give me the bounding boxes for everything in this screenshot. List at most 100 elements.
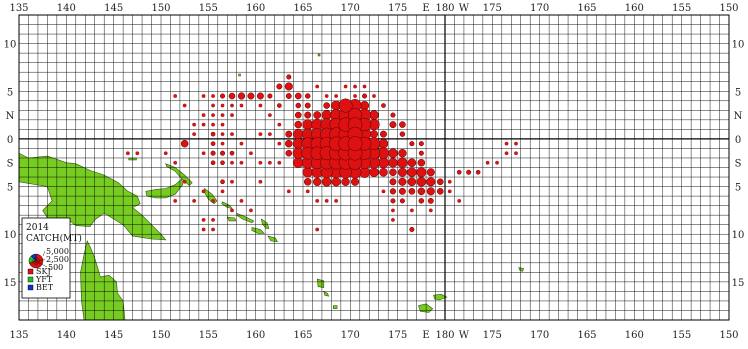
catch-bubble bbox=[369, 167, 379, 178]
catch-bubble bbox=[220, 103, 225, 108]
catch-bubble bbox=[277, 122, 282, 127]
catch-bubble bbox=[293, 128, 304, 140]
catch-bubble bbox=[201, 227, 206, 232]
catch-bubble bbox=[343, 84, 348, 89]
catch-bubble bbox=[230, 113, 234, 117]
bottom-lon-label: 155 bbox=[199, 330, 218, 341]
catch-bubble bbox=[372, 94, 376, 98]
catch-bubble bbox=[180, 139, 189, 148]
top-lon-label: 155 bbox=[672, 3, 691, 14]
catch-bubble bbox=[417, 158, 426, 167]
catch-bubble bbox=[192, 198, 196, 203]
catch-bubble bbox=[201, 151, 206, 156]
catch-bubble bbox=[211, 218, 215, 222]
legend-leader bbox=[37, 261, 48, 268]
catch-bubble bbox=[388, 148, 398, 159]
legend-species-label: SKJ bbox=[36, 267, 51, 276]
legend-leader bbox=[38, 258, 46, 262]
top-lon-label: E bbox=[422, 3, 429, 14]
catch-bubble bbox=[407, 158, 417, 168]
legend-swatch-yft bbox=[27, 276, 34, 283]
catch-bubble bbox=[466, 169, 472, 175]
catch-bubble bbox=[410, 208, 414, 213]
catch-bubble bbox=[324, 198, 329, 203]
top-lon-label: 170 bbox=[530, 3, 549, 14]
catch-bubble bbox=[315, 227, 320, 232]
legend-pie-icon bbox=[28, 250, 48, 269]
left-lat-label: 0 bbox=[7, 135, 13, 146]
catch-bubble bbox=[220, 132, 225, 137]
catch-bubble bbox=[302, 167, 313, 178]
catch-bubble bbox=[324, 94, 329, 98]
catch-bubble bbox=[268, 113, 272, 117]
catch-bubble bbox=[388, 157, 398, 168]
top-lon-label: 175 bbox=[388, 3, 407, 14]
right-lat-label: N bbox=[734, 111, 743, 122]
catch-bubble bbox=[230, 208, 234, 213]
catch-bubble bbox=[381, 189, 386, 194]
catch-bubble bbox=[285, 130, 293, 138]
right-lat-label: 10 bbox=[732, 40, 745, 51]
catch-bubble bbox=[210, 141, 216, 146]
right-lat-label: 0 bbox=[735, 135, 741, 146]
land-mass bbox=[317, 53, 321, 57]
top-lon-label: 150 bbox=[151, 3, 170, 14]
left-lat-label: 5 bbox=[7, 183, 13, 194]
catch-bubble bbox=[173, 160, 178, 165]
catch-bubble bbox=[389, 168, 397, 177]
catch-bubbles bbox=[126, 74, 518, 232]
left-lat-label: 15 bbox=[4, 278, 17, 289]
bottom-lon-label: 135 bbox=[9, 330, 28, 341]
catch-bubble bbox=[210, 160, 216, 166]
catch-bubble bbox=[391, 208, 395, 213]
bottom-lon-label: 160 bbox=[246, 330, 265, 341]
catch-bubble bbox=[391, 218, 395, 222]
catch-bubble bbox=[211, 113, 215, 117]
catch-bubble bbox=[249, 208, 253, 213]
catch-bubble bbox=[305, 189, 310, 194]
bottom-lon-label: 155 bbox=[672, 330, 691, 341]
top-lon-label: 140 bbox=[57, 3, 76, 14]
catch-bubble bbox=[220, 122, 225, 127]
land-mass bbox=[238, 73, 241, 77]
land-mass bbox=[221, 201, 233, 209]
catch-bubble bbox=[237, 92, 246, 100]
top-lon-label: 145 bbox=[104, 3, 123, 14]
land-mass bbox=[251, 227, 265, 234]
catch-bubble bbox=[315, 84, 320, 89]
catch-bubble bbox=[426, 168, 435, 177]
catch-bubble bbox=[173, 198, 178, 203]
catch-bubble bbox=[398, 187, 406, 195]
catch-bubble bbox=[258, 160, 263, 165]
legend-species-label: BET bbox=[36, 283, 54, 292]
catch-bubble bbox=[294, 92, 302, 100]
catch-bubble bbox=[211, 94, 215, 98]
catch-bubble bbox=[267, 93, 273, 99]
catch-bubble bbox=[353, 84, 357, 89]
catch-bubble bbox=[182, 103, 187, 108]
land-mass bbox=[323, 290, 330, 297]
grid-layer bbox=[18, 14, 730, 321]
catch-bubble bbox=[379, 130, 387, 138]
catch-bubble bbox=[390, 198, 396, 204]
bottom-lon-label: 180 bbox=[435, 330, 454, 341]
catch-bubble bbox=[302, 119, 314, 130]
top-lon-label: 175 bbox=[483, 3, 502, 14]
catch-bubble bbox=[379, 167, 388, 177]
catch-bubble bbox=[416, 167, 427, 178]
catch-bubble bbox=[351, 177, 360, 186]
catch-bubble bbox=[447, 189, 452, 194]
catch-bubble bbox=[210, 131, 216, 137]
catch-bubble bbox=[514, 151, 518, 156]
catch-bubble bbox=[369, 130, 379, 139]
catch-bubble bbox=[220, 113, 225, 117]
right-lat-label: 5 bbox=[735, 87, 741, 98]
catch-bubble bbox=[163, 151, 168, 156]
catch-bubble bbox=[182, 179, 187, 184]
catch-bubble bbox=[334, 94, 338, 98]
top-lon-label: 160 bbox=[625, 3, 644, 14]
catch-bubble bbox=[408, 188, 416, 195]
catch-bubble bbox=[258, 179, 263, 184]
legend-year: 2014 bbox=[26, 223, 49, 233]
